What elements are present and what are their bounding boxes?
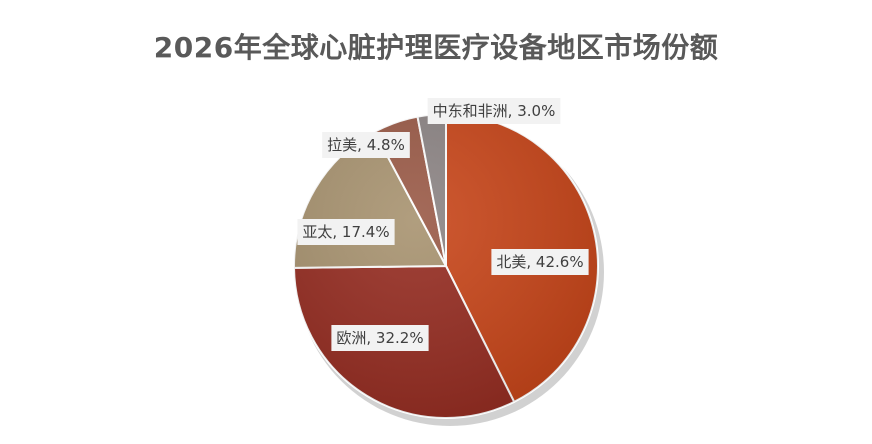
data-label-box-1 xyxy=(331,325,429,351)
data-label-0: 北美, 42.6% xyxy=(491,249,589,275)
data-label-box-4 xyxy=(427,98,561,124)
data-label-text-0: 北美, 42.6% xyxy=(496,253,583,271)
data-label-text-2: 亚太, 17.4% xyxy=(302,223,389,241)
data-label-2: 亚太, 17.4% xyxy=(297,219,395,245)
data-label-box-0 xyxy=(491,249,589,275)
data-label-4: 中东和非洲, 3.0% xyxy=(427,98,561,124)
data-label-box-2 xyxy=(297,219,395,245)
data-label-3: 拉美, 4.8% xyxy=(322,132,410,158)
data-label-text-4: 中东和非洲, 3.0% xyxy=(433,102,556,120)
data-label-box-3 xyxy=(322,132,410,158)
chart-title: 2026年全球心脏护理医疗设备地区市场份额 xyxy=(153,31,719,64)
data-label-text-3: 拉美, 4.8% xyxy=(327,136,405,154)
data-label-1: 欧洲, 32.2% xyxy=(331,325,429,351)
data-label-text-1: 欧洲, 32.2% xyxy=(336,329,423,347)
